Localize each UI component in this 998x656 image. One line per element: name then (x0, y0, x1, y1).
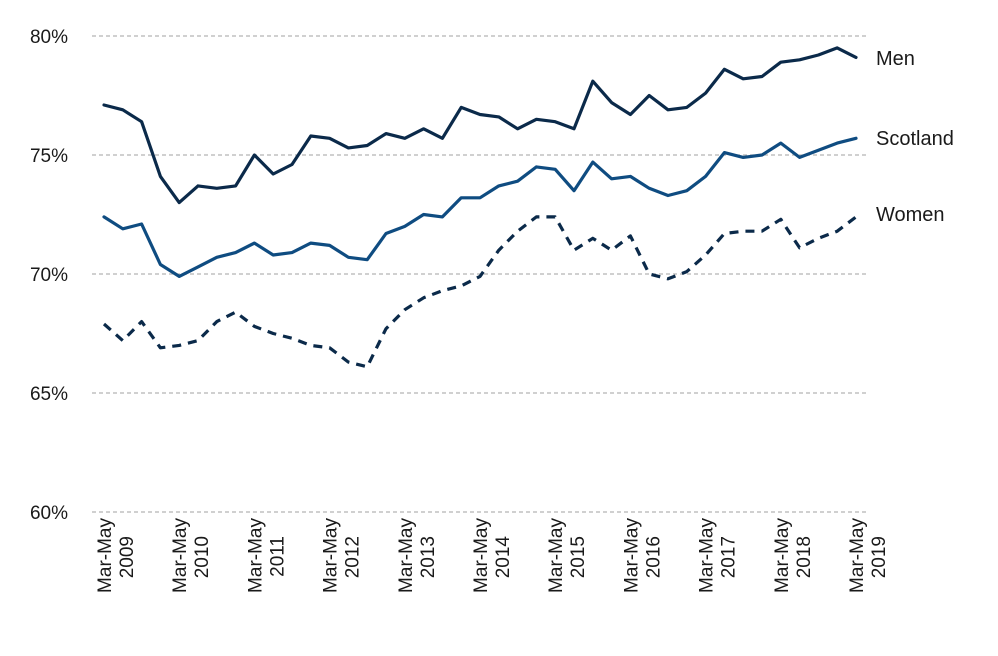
x-tick-period: Mar-May (697, 518, 718, 593)
x-tick-label: Mar-May 2018 (772, 518, 815, 593)
x-tick-label: Mar-May 2012 (321, 518, 364, 593)
x-tick-period: Mar-May (396, 518, 417, 593)
x-tick-label: Mar-May 2014 (471, 518, 514, 593)
x-tick-period: Mar-May (321, 518, 342, 593)
y-tick-label: 80% (30, 27, 68, 48)
x-tick-year: 2019 (869, 536, 890, 578)
x-tick-period: Mar-May (170, 518, 191, 593)
x-tick-period: Mar-May (95, 518, 116, 593)
series-label-men: Men (876, 48, 915, 70)
x-tick-period: Mar-May (772, 518, 793, 593)
x-tick-label: Mar-May 2010 (170, 518, 213, 593)
series-labels: Men Scotland Women (876, 48, 954, 226)
series-lines (102, 46, 858, 369)
series-label-scotland: Scotland (876, 128, 954, 150)
x-tick-year: 2014 (493, 536, 514, 579)
y-tick-label: 60% (30, 503, 68, 524)
x-axis-ticks: Mar-May 2009 Mar-May 2010 Mar-May 2011 Mar-May… (95, 518, 890, 593)
series-line-men (102, 46, 858, 205)
x-tick-year: 2015 (568, 536, 589, 578)
x-tick-label: Mar-May 2015 (546, 518, 589, 593)
x-tick-label: Mar-May 2017 (697, 518, 740, 593)
x-tick-period: Mar-May (621, 518, 642, 593)
x-tick-period: Mar-May (471, 518, 492, 593)
y-axis-ticks: 60% 65% 70% 75% 80% (30, 27, 68, 524)
x-tick-year: 2009 (117, 536, 138, 578)
series-label-women: Women (876, 204, 945, 226)
gridlines (92, 35, 866, 513)
x-tick-year: 2016 (643, 536, 664, 578)
x-tick-period: Mar-May (847, 518, 868, 593)
x-tick-label: Mar-May 2019 (847, 518, 890, 593)
x-tick-year: 2017 (719, 536, 740, 578)
x-tick-period: Mar-May (245, 518, 266, 593)
series-line-women (102, 215, 857, 369)
x-tick-label: Mar-May 2016 (621, 518, 664, 593)
x-tick-label: Mar-May 2011 (245, 518, 288, 593)
x-tick-label: Mar-May 2013 (396, 518, 439, 593)
y-tick-label: 65% (30, 384, 68, 405)
x-tick-year: 2011 (267, 536, 288, 577)
y-tick-label: 75% (30, 146, 68, 167)
x-tick-year: 2012 (343, 536, 364, 578)
x-tick-year: 2018 (794, 536, 815, 578)
x-tick-period: Mar-May (546, 518, 567, 593)
y-tick-label: 70% (30, 265, 68, 286)
x-tick-year: 2010 (192, 536, 213, 578)
series-line-scotland (102, 136, 858, 278)
x-tick-year: 2013 (418, 536, 439, 578)
x-tick-label: Mar-May 2009 (95, 518, 138, 593)
